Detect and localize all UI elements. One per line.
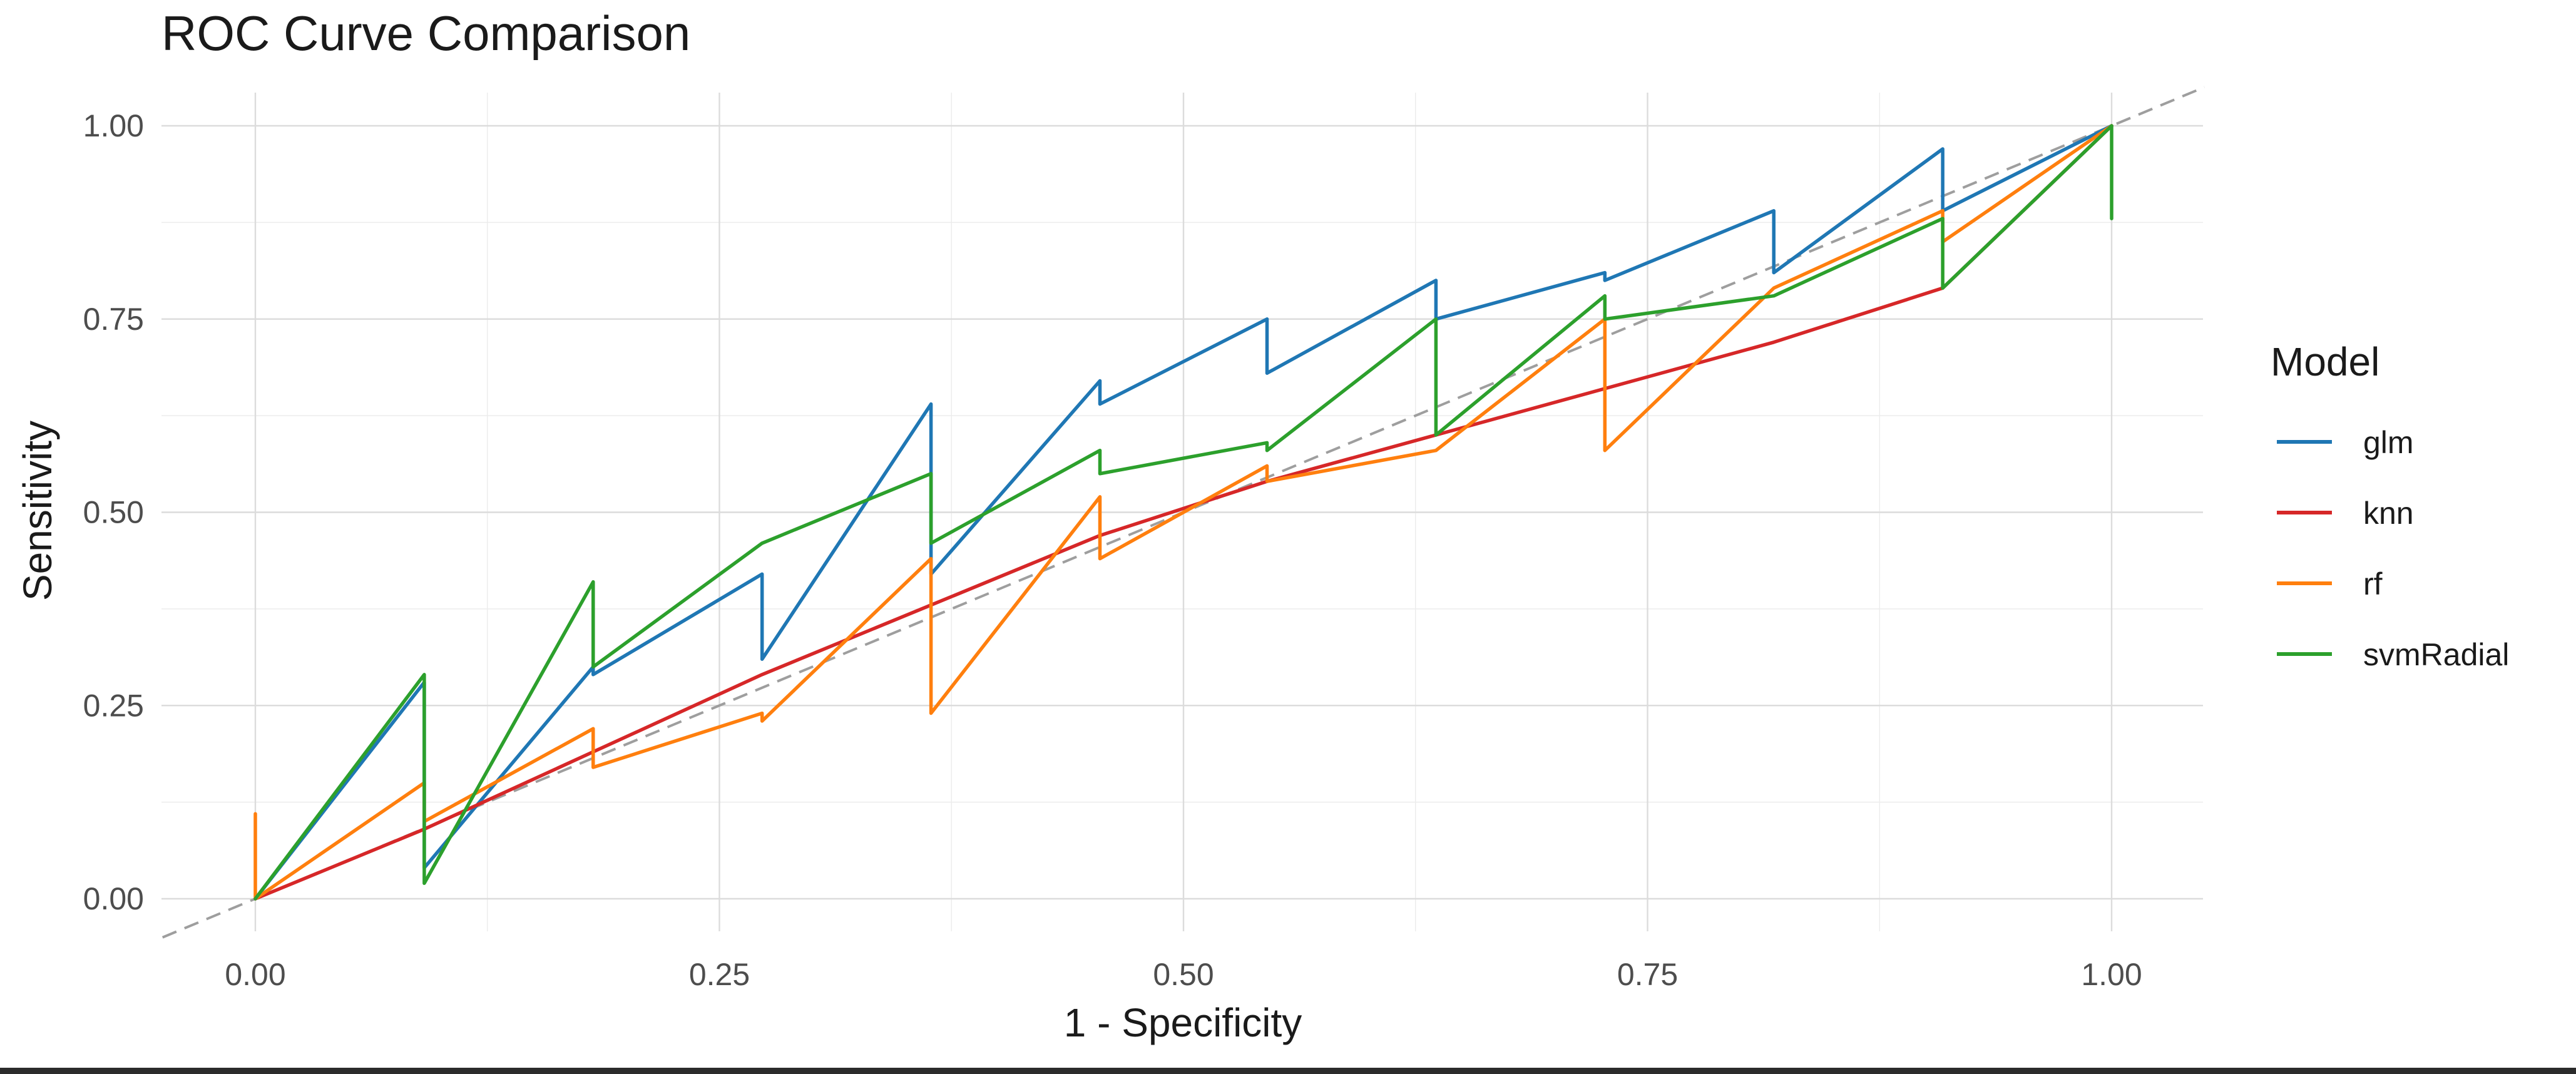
- x-tick-label: 0.75: [1617, 957, 1678, 992]
- legend: Model glm knn rf svmRadial: [2271, 339, 2509, 672]
- x-tick-label: 1.00: [2081, 957, 2142, 992]
- series-line-knn: [253, 124, 2113, 901]
- y-tick-label: 1.00: [83, 108, 144, 143]
- grid-lines: [161, 93, 2203, 931]
- legend-label-svmRadial: svmRadial: [2363, 637, 2509, 672]
- y-tick-label: 0.25: [83, 688, 144, 723]
- legend-label-knn: knn: [2363, 496, 2414, 531]
- series-line-svmRadial: [253, 124, 2113, 901]
- x-axis-ticks: 0.00 0.25 0.50 0.75 1.00: [225, 957, 2142, 992]
- y-axis-ticks: 0.00 0.25 0.50 0.75 1.00: [83, 108, 144, 916]
- x-tick-label: 0.25: [689, 957, 750, 992]
- y-tick-label: 0.00: [83, 881, 144, 916]
- legend-label-rf: rf: [2363, 566, 2383, 601]
- series-line-glm: [253, 124, 2113, 901]
- x-tick-label: 0.50: [1153, 957, 1214, 992]
- x-tick-label: 0.00: [225, 957, 285, 992]
- legend-items: glm knn rf svmRadial: [2277, 425, 2509, 672]
- legend-title: Model: [2271, 339, 2379, 384]
- y-tick-label: 0.50: [83, 495, 144, 530]
- y-axis-title: Sensitivity: [15, 421, 60, 601]
- legend-label-glm: glm: [2363, 425, 2414, 460]
- y-tick-label: 0.75: [83, 302, 144, 337]
- chart-title: ROC Curve Comparison: [161, 6, 690, 61]
- series-layer: [253, 124, 2113, 901]
- x-axis-title: 1 - Specificity: [1064, 1000, 1302, 1045]
- window-bottom-edge: [0, 1068, 2576, 1074]
